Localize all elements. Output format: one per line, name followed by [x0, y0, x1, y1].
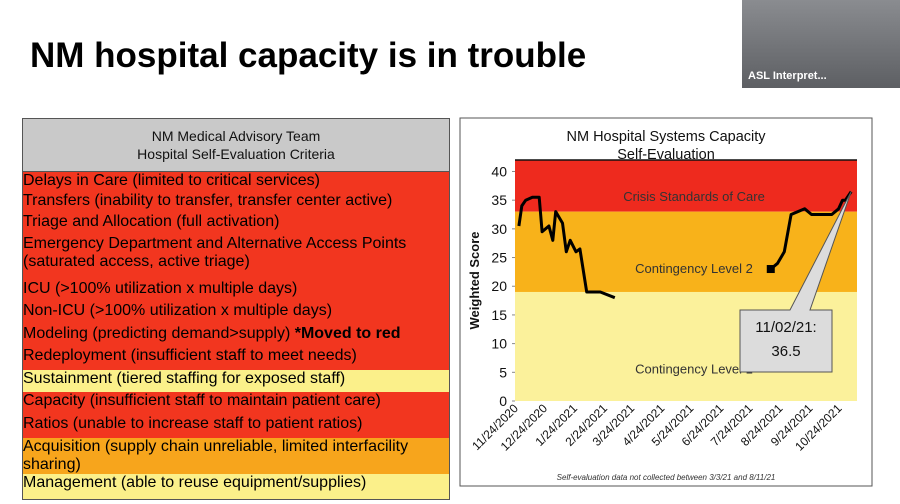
row-text: ICU (>100% utilization x multiple days) — [23, 280, 298, 297]
row-text: Redeployment (insufficient staff to meet… — [23, 347, 357, 364]
row-text: Triage and Allocation (full activation) — [23, 213, 280, 230]
slide-title: NM hospital capacity is in trouble — [30, 36, 587, 75]
y-tick-label: 10 — [491, 336, 507, 352]
series-line — [517, 190, 853, 300]
row-text: Management (able to reuse equipment/supp… — [23, 474, 367, 491]
row-text: Ratios (unable to increase staff to pati… — [23, 415, 363, 432]
criteria-table: NM Medical Advisory Team Hospital Self-Ev… — [22, 118, 450, 500]
row-text: Capacity (insufficient staff to maintain… — [23, 392, 381, 409]
row-text: Emergency Department and Alternative Acc… — [23, 235, 407, 270]
header-line: NM Medical Advisory Team — [151, 128, 321, 144]
row-text: Modeling (predicting demand>supply) — [23, 325, 291, 342]
row-text: Sustainment (tiered staffing for exposed… — [23, 370, 346, 387]
table-row: Management (able to reuse equipment/supp… — [23, 474, 449, 499]
table-body: Delays in Care (limited to critical serv… — [23, 172, 449, 499]
y-tick-label: 20 — [491, 278, 507, 294]
row-text: Acquisition (supply chain unreliable, li… — [23, 438, 409, 473]
table-row: Redeployment (insufficient staff to meet… — [23, 347, 449, 370]
table-row: ICU (>100% utilization x multiple days) — [23, 280, 449, 302]
row-text: Delays in Care (limited to critical serv… — [23, 172, 320, 189]
table-header: NM Medical Advisory Team Hospital Self-Ev… — [23, 119, 449, 172]
row-note: *Moved to red — [294, 325, 401, 342]
y-tick-label: 0 — [499, 393, 507, 409]
callout-date: 11/02/21: — [755, 319, 816, 336]
video-label: ASL Interpret... — [748, 70, 827, 82]
footnote: Self-evaluation data not collected betwe… — [557, 473, 776, 482]
header-line: Hospital Self-Evaluation Criteria — [137, 146, 335, 162]
callout-value: 36.5 — [771, 343, 800, 360]
table-row: Sustainment (tiered staffing for exposed… — [23, 370, 449, 392]
table-row: Non-ICU (>100% utilization x multiple da… — [23, 302, 449, 325]
band-label: Crisis Standards of Care — [623, 189, 765, 204]
band — [515, 160, 857, 212]
row-text: Non-ICU (>100% utilization x multiple da… — [23, 302, 333, 319]
table-row: Modeling (predicting demand>supply) *Mov… — [23, 325, 449, 347]
y-tick-label: 35 — [491, 192, 507, 208]
table-row: Capacity (insufficient staff to maintain… — [23, 392, 449, 415]
band-label: Contingency Level 1 — [635, 361, 753, 376]
y-tick-label: 15 — [491, 307, 507, 323]
gap-start-marker — [766, 265, 775, 274]
row-text: Transfers (inability to transfer, transf… — [23, 192, 393, 209]
video-tile: ASL Interpret... — [742, 0, 900, 88]
table-row: Ratios (unable to increase staff to pati… — [23, 415, 449, 438]
table-row: Delays in Care (limited to critical serv… — [23, 172, 449, 192]
y-tick-label: 30 — [491, 221, 507, 237]
y-axis-label: Weighted Score — [467, 231, 482, 329]
chart-title: Self-Evaluation — [617, 147, 715, 163]
table-row: Triage and Allocation (full activation) — [23, 213, 449, 235]
chart-title: NM Hospital Systems Capacity — [566, 129, 766, 145]
table-row: Transfers (inability to transfer, transf… — [23, 192, 449, 213]
table-row: Acquisition (supply chain unreliable, li… — [23, 438, 449, 474]
y-tick-label: 40 — [491, 163, 507, 179]
table-row: Emergency Department and Alternative Acc… — [23, 235, 449, 280]
band — [515, 211, 857, 292]
band-label: Contingency Level 2 — [635, 261, 753, 276]
callout-box — [739, 191, 852, 373]
y-tick-label: 25 — [491, 250, 507, 266]
y-tick-label: 5 — [499, 364, 507, 380]
